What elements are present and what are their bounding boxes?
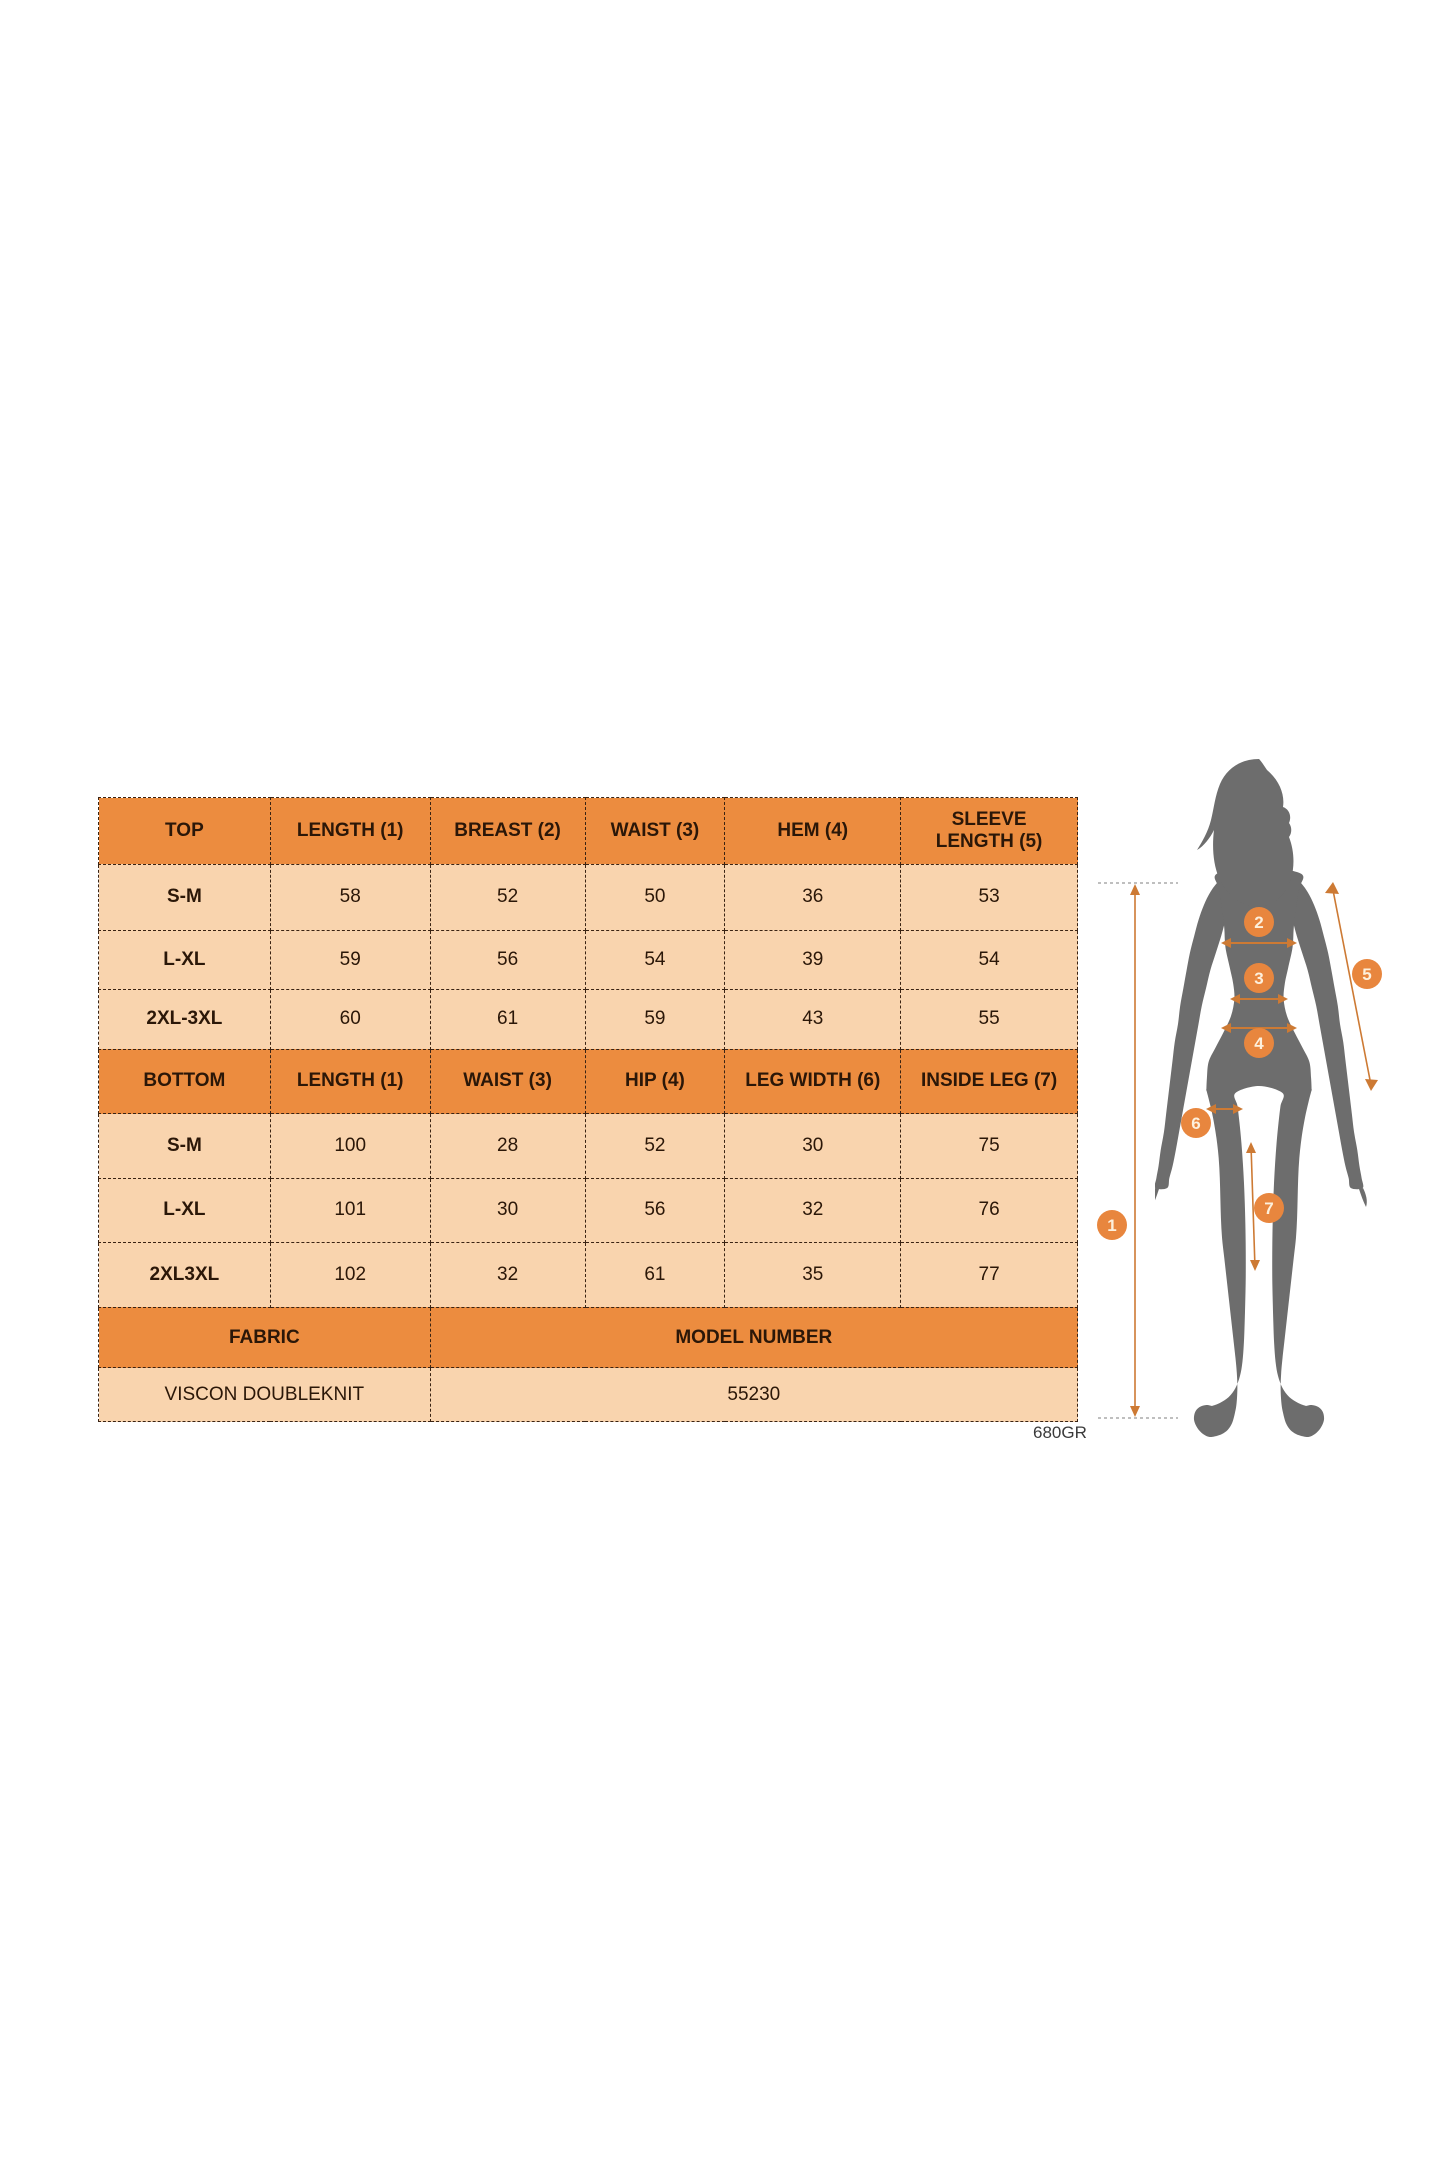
svg-text:1: 1 — [1107, 1216, 1116, 1235]
